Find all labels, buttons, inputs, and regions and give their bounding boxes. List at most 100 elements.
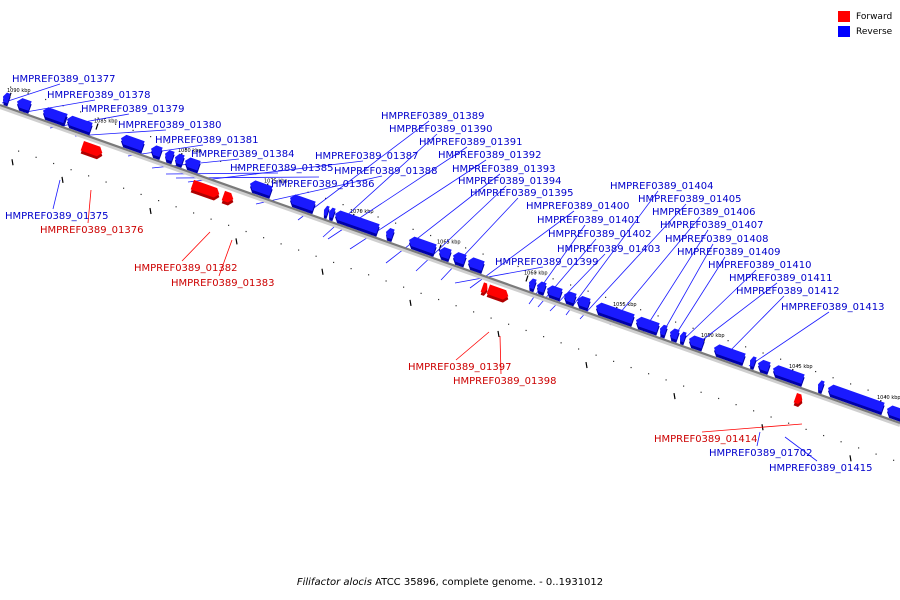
gene-body [120, 134, 145, 151]
gene-body [16, 98, 32, 111]
scale-tick-label: 1070 kbp [350, 209, 374, 215]
gene-body [659, 324, 668, 336]
gene-body [679, 331, 687, 343]
gene-label: HMPREF0389_01384 [191, 149, 294, 160]
minor-tick [123, 187, 125, 189]
gene-body [713, 344, 746, 364]
gene-body [334, 210, 380, 234]
caption-rest: ATCC 35896, complete genome. - 0..193101… [371, 577, 604, 588]
gene-label: HMPREF0389_01378 [47, 90, 150, 101]
gene-body [2, 92, 11, 104]
scale-tick-label: 1060 kbp [524, 270, 548, 276]
gene-body [749, 356, 757, 367]
gene-label: HMPREF0389_01389 [381, 111, 484, 122]
gene-label: HMPREF0389_01702 [709, 448, 812, 459]
reverse-gene [757, 359, 771, 375]
gene-body [688, 335, 705, 349]
minor-tick [727, 340, 729, 342]
label-connector [756, 431, 761, 447]
reverse-gene [323, 205, 330, 220]
gene-labels: HMPREF0389_01375 HMPREF0389_01376 HMPREF03… [5, 74, 884, 474]
minor-tick [88, 175, 90, 177]
reverse-gene [546, 285, 563, 302]
minor-tick [753, 410, 755, 412]
lower-tick-mark [11, 159, 14, 166]
label-connector [691, 282, 778, 349]
organism-name: Filifactor alocis [296, 577, 372, 588]
reverse-gene [16, 98, 32, 114]
gene-body [595, 302, 635, 324]
minor-tick [630, 366, 632, 369]
gene-label: HMPREF0389_01407 [660, 220, 763, 231]
label-connector [454, 266, 544, 284]
reverse-gene [563, 291, 577, 307]
minor-tick [525, 329, 527, 332]
minor-tick [832, 377, 834, 379]
minor-tick [535, 272, 537, 274]
gene-label: HMPREF0389_01409 [677, 247, 780, 258]
minor-tick [97, 117, 99, 119]
genome-backbone-shadow [0, 105, 900, 427]
gene-body [576, 295, 591, 309]
gene-body [480, 282, 488, 293]
minor-tick [455, 305, 457, 307]
gene-body [528, 278, 537, 290]
gene-body [174, 153, 185, 165]
reverse-gene [576, 295, 591, 312]
gene-body [757, 359, 771, 372]
minor-tick [867, 389, 869, 391]
label-connector [181, 231, 211, 262]
minor-tick [280, 243, 282, 245]
gene-body [635, 316, 660, 333]
minor-tick [482, 253, 484, 255]
minor-tick [885, 395, 887, 397]
minor-tick [395, 222, 397, 224]
gene-label: HMPREF0389_01388 [334, 166, 437, 177]
reverse-gene [249, 180, 273, 199]
gene-label: HMPREF0389_01390 [389, 124, 492, 135]
minor-tick [570, 284, 572, 286]
minor-tick [185, 148, 187, 150]
reverse-gene [408, 236, 437, 257]
gene-label: HMPREF0389_01410 [708, 260, 811, 271]
gene-body [221, 190, 234, 203]
label-connector [784, 436, 818, 462]
minor-tick [438, 298, 440, 301]
gene-body [164, 150, 175, 162]
minor-tick [430, 234, 432, 237]
minor-tick [622, 302, 624, 305]
minor-tick [342, 204, 344, 206]
minor-tick [683, 385, 685, 387]
minor-tick [35, 156, 37, 158]
gene-label: HMPREF0389_01399 [495, 257, 598, 268]
minor-tick [447, 241, 449, 243]
gene-label: HMPREF0389_01415 [769, 463, 872, 474]
reverse-gene [184, 157, 201, 174]
gene-label: HMPREF0389_01405 [638, 194, 741, 205]
gene-body [66, 115, 93, 133]
gene-label: HMPREF0389_01398 [453, 376, 556, 387]
scale-tick-label: 1075 kbp [264, 179, 288, 185]
minor-tick [263, 237, 265, 239]
reverse-gene [827, 384, 885, 416]
minor-tick [158, 200, 160, 202]
label-connector [670, 256, 726, 343]
genome-backbone [0, 103, 900, 425]
minor-tick [745, 346, 747, 348]
forward-gene [480, 282, 488, 296]
gene-body [793, 392, 803, 404]
gene-label: HMPREF0389_01401 [537, 215, 640, 226]
gene-label: HMPREF0389_01381 [155, 135, 258, 146]
reverse-gene [772, 365, 805, 387]
gene-label: HMPREF0389_01397 [408, 362, 511, 373]
minor-tick [140, 193, 142, 196]
scale-tick-label: 1045 kbp [789, 364, 813, 370]
forward-gene [190, 179, 220, 201]
forward-gene [486, 284, 509, 303]
map-caption: Filifactor alocis ATCC 35896, complete g… [0, 577, 900, 588]
gene-label: HMPREF0389_01376 [40, 225, 143, 236]
gene-body [452, 252, 467, 265]
reverse-gene [289, 194, 316, 215]
gene-label: HMPREF0389_01404 [610, 181, 713, 192]
